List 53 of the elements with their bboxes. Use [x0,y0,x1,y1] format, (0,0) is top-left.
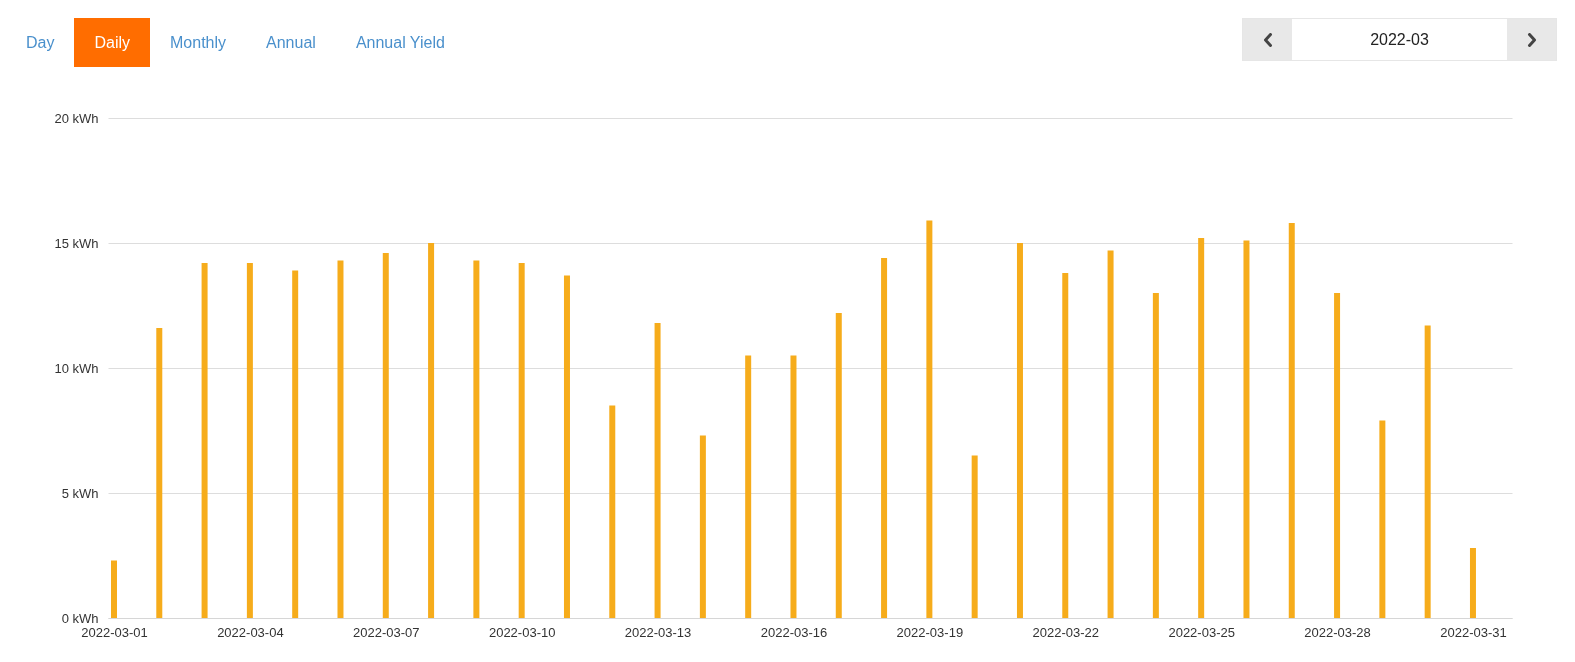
bar [201,263,208,618]
bar [881,258,888,618]
bar [110,560,117,618]
y-tick-label: 5 kWh [61,485,99,501]
bar [292,270,299,618]
bar [246,263,253,618]
x-tick-label: 2022-03-10 [488,624,556,640]
bar [1424,325,1431,618]
x-tick-label: 2022-03-28 [1304,624,1371,640]
y-tick-label: 15 kWh [54,235,99,251]
x-tick-label: 2022-03-16 [760,624,828,640]
x-tick-label: 2022-03-04 [217,624,284,640]
text: 2022-03 [1369,30,1430,50]
bar [563,275,570,618]
text: Day [25,33,56,53]
bar [428,243,435,618]
x-tick-label: 2022-03-31 [1440,624,1507,640]
bar [1062,273,1069,618]
bar [1379,420,1386,618]
text: Daily [74,18,151,67]
bar [337,260,344,618]
bar [1107,250,1114,618]
bar [1243,240,1250,618]
bar [790,355,797,618]
bar [971,455,978,618]
text: Monthly [169,33,228,53]
text: Annual [265,33,317,53]
bar [1198,238,1205,618]
bar [926,220,933,618]
bar [654,323,661,618]
bar [473,260,480,618]
bar [1469,548,1476,618]
bar [518,263,525,618]
bar [1334,293,1341,618]
bar [1288,223,1295,618]
bar [609,405,616,618]
bar [156,328,163,618]
x-tick-label: 2022-03-22 [1032,624,1100,640]
y-tick-label: 0 kWh [61,610,99,626]
x-tick-label: 2022-03-25 [1168,624,1235,640]
x-tick-label: 2022-03-07 [353,624,420,640]
x-tick-label: 2022-03-01 [81,624,148,640]
y-tick-label: 10 kWh [54,360,99,376]
bar [835,313,842,618]
x-tick-label: 2022-03-13 [624,624,692,640]
bar [1152,293,1159,618]
x-tick-label: 2022-03-19 [896,624,964,640]
bar [1016,243,1023,618]
y-tick-label: 20 kWh [54,110,99,126]
bar [382,253,389,618]
bar [745,355,752,618]
bar [699,435,706,618]
text: Annual Yield [354,33,446,53]
